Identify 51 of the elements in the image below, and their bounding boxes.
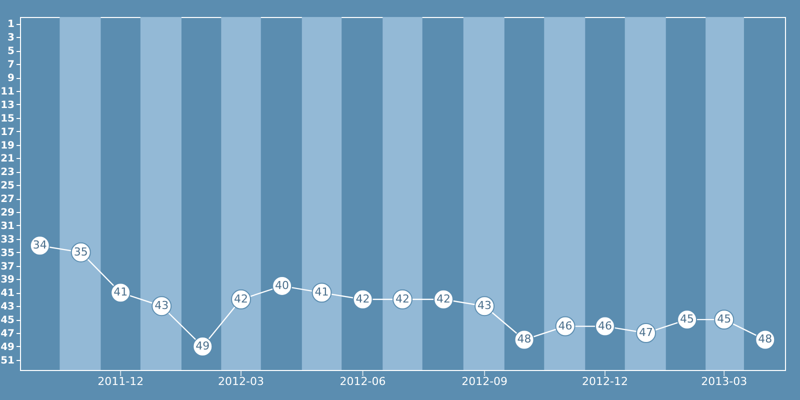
- x-tick-label: 2012-03: [218, 375, 264, 388]
- x-tick-label: 2012-12: [582, 375, 628, 388]
- x-tick-label: 2012-09: [462, 375, 508, 388]
- y-tick-label: 21: [0, 154, 15, 165]
- y-tick-label: 45: [0, 315, 15, 326]
- y-tick-label: 29: [0, 207, 15, 218]
- data-label: 49: [196, 339, 210, 352]
- y-tick-label: 51: [0, 355, 15, 366]
- y-tick-label: 13: [0, 100, 15, 111]
- y-tick-label: 15: [0, 113, 15, 124]
- data-label: 47: [639, 326, 654, 340]
- y-tick-label: 17: [0, 126, 15, 138]
- data-label: 45: [717, 312, 732, 326]
- data-label: 34: [32, 238, 47, 252]
- y-tick-label: 31: [0, 220, 15, 232]
- y-tick-label: 11: [0, 86, 15, 98]
- y-tick-label: 35: [0, 248, 15, 259]
- data-label: 46: [558, 319, 572, 332]
- y-tick-label: 5: [8, 46, 15, 58]
- data-label: 42: [396, 292, 410, 306]
- data-label: 48: [758, 332, 772, 346]
- data-label: 48: [517, 332, 532, 346]
- data-label: 40: [275, 278, 290, 292]
- y-tick-label: 37: [0, 261, 15, 272]
- data-label: 35: [74, 245, 88, 258]
- data-label: 46: [598, 319, 612, 332]
- y-tick-label: 43: [0, 302, 15, 313]
- y-tick-label: 33: [0, 234, 15, 246]
- data-label: 42: [356, 292, 370, 306]
- data-label: 41: [114, 286, 128, 299]
- y-tick-label: 1: [8, 19, 15, 30]
- y-tick-label: 7: [8, 60, 15, 71]
- data-label: 42: [436, 292, 451, 306]
- x-tick-label: 2011-12: [98, 375, 144, 388]
- y-tick-label: 3: [8, 32, 15, 44]
- data-label: 41: [314, 286, 329, 299]
- y-tick-label: 41: [0, 288, 15, 300]
- y-tick-label: 47: [0, 328, 15, 340]
- y-tick-label: 25: [0, 180, 15, 192]
- x-tick-label: 2012-06: [340, 375, 386, 388]
- y-tick-label: 9: [8, 73, 15, 84]
- y-tick-label: 19: [0, 140, 15, 152]
- data-label: 45: [680, 312, 694, 326]
- data-label: 43: [154, 299, 169, 312]
- y-tick-label: 27: [0, 194, 15, 206]
- data-label: 42: [234, 292, 248, 306]
- data-label: 43: [478, 299, 492, 312]
- y-tick-label: 39: [0, 274, 15, 286]
- x-tick-label: 2013-03: [701, 375, 748, 388]
- y-tick-label: 49: [0, 342, 15, 353]
- y-tick-label: 23: [0, 167, 15, 178]
